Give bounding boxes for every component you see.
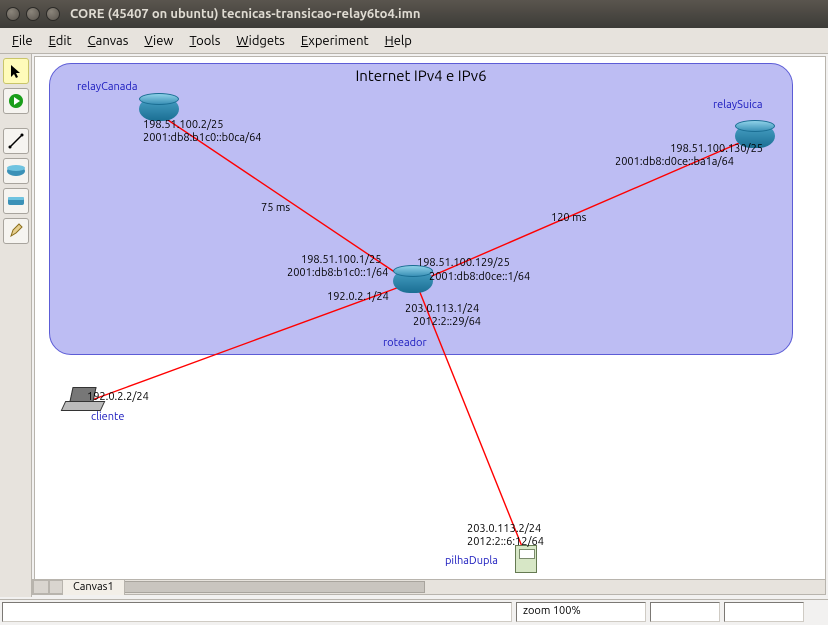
delay-suica: 120 ms <box>551 212 586 225</box>
node-relayCanada[interactable] <box>139 97 179 121</box>
menu-tools[interactable]: Tools <box>181 31 228 51</box>
addr-pilha-2: 2012:2::6:12/64 <box>467 536 544 549</box>
menu-experiment[interactable]: Experiment <box>293 31 377 51</box>
addr-relaySuica-1: 198.51.100.130/25 <box>633 143 763 156</box>
menu-edit[interactable]: Edit <box>41 31 80 51</box>
status-cell-3 <box>724 602 804 622</box>
addr-pilha-1: 203.0.113.2/24 <box>467 523 541 536</box>
addr-relayCanada-2: 2001:db8:b1c0::b0ca/64 <box>143 132 262 145</box>
label-pilhaDupla: pilhaDupla <box>445 555 498 567</box>
addr-roteador-sw: 192.0.2.1/24 <box>327 291 389 304</box>
status-bar: zoom 100% <box>0 599 828 625</box>
left-toolbar <box>0 54 32 597</box>
addr-roteador-ur1: 198.51.100.129/25 <box>417 257 510 270</box>
label-roteador: roteador <box>383 337 427 349</box>
title-bar: CORE (45407 on ubuntu) tecnicas-transica… <box>0 0 828 28</box>
window-buttons <box>6 7 60 21</box>
scroll-left-icon[interactable] <box>33 580 49 594</box>
addr-roteador-ul2: 2001:db8:b1c0::1/64 <box>287 267 388 280</box>
addr-relayCanada-1: 198.51.100.2/25 <box>143 119 223 132</box>
select-tool-button[interactable] <box>3 58 29 84</box>
addr-roteador-se2: 2012:2::29/64 <box>413 316 481 329</box>
minimize-icon[interactable] <box>26 7 40 21</box>
menu-view[interactable]: View <box>136 31 181 51</box>
menu-file[interactable]: File <box>4 31 41 51</box>
scroll-thumb[interactable] <box>105 581 425 593</box>
addr-cliente: 192.0.2.2/24 <box>87 391 149 404</box>
router-tool-button[interactable] <box>3 158 29 184</box>
maximize-icon[interactable] <box>46 7 60 21</box>
label-relayCanada: relayCanada <box>77 81 138 93</box>
canvas-area[interactable]: Internet IPv4 e IPv6 relayCanada 198.51.… <box>34 56 826 595</box>
addr-roteador-ur2: 2001:db8:d0ce::1/64 <box>429 271 530 284</box>
canvas-tabs: Canvas1 <box>62 579 125 595</box>
addr-relaySuica-2: 2001:db8:d0ce::ba1a/64 <box>615 156 734 169</box>
label-cliente: cliente <box>91 411 124 423</box>
menu-canvas[interactable]: Canvas <box>80 31 137 51</box>
node-pilhaDupla[interactable] <box>515 545 537 573</box>
hub-tool-button[interactable] <box>3 188 29 214</box>
addr-roteador-se1: 203.0.113.1/24 <box>405 303 479 316</box>
status-cell-2 <box>650 602 720 622</box>
link-tool-button[interactable] <box>3 128 29 154</box>
status-cell-1 <box>2 602 512 622</box>
zoom-indicator[interactable]: zoom 100% <box>516 602 646 622</box>
close-icon[interactable] <box>6 7 20 21</box>
delay-canada: 75 ms <box>261 202 290 215</box>
h-scrollbar[interactable] <box>32 579 826 595</box>
menu-widgets[interactable]: Widgets <box>228 31 292 51</box>
annotation-tool-button[interactable] <box>3 218 29 244</box>
region-title: Internet IPv4 e IPv6 <box>49 69 793 82</box>
label-relaySuica: relaySuica <box>713 99 763 111</box>
node-roteador[interactable] <box>393 269 433 293</box>
menu-bar: File Edit Canvas View Tools Widgets Expe… <box>0 28 828 54</box>
tab-canvas1[interactable]: Canvas1 <box>62 579 125 595</box>
window-title: CORE (45407 on ubuntu) tecnicas-transica… <box>70 7 420 21</box>
menu-help[interactable]: Help <box>377 31 420 51</box>
addr-roteador-ul1: 198.51.100.1/25 <box>301 254 381 267</box>
start-session-button[interactable] <box>3 88 29 114</box>
